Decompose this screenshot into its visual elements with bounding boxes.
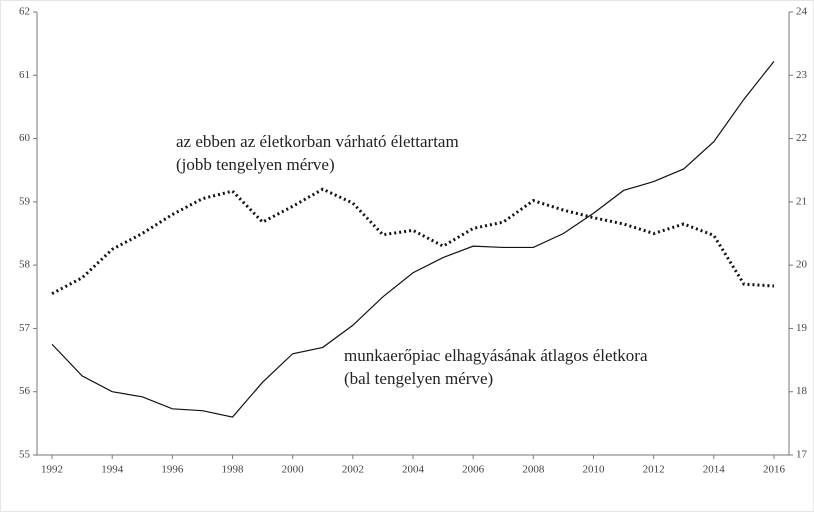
x-tick-label: 2014 bbox=[703, 464, 726, 476]
x-tick-label: 2002 bbox=[342, 464, 364, 476]
y2-tick-label: 18 bbox=[796, 385, 808, 397]
y-tick-label: 56 bbox=[19, 385, 31, 397]
y-tick-label: 57 bbox=[19, 322, 31, 334]
x-tick-label: 2010 bbox=[582, 464, 605, 476]
x-tick-label: 2000 bbox=[282, 464, 305, 476]
annotation: munkaerőpiac elhagyásának átlagos életko… bbox=[344, 346, 648, 365]
y2-tick-label: 23 bbox=[796, 69, 808, 81]
y-tick-label: 59 bbox=[19, 195, 31, 207]
y2-tick-label: 24 bbox=[796, 6, 808, 18]
y-tick-label: 58 bbox=[19, 259, 31, 271]
annotation: (bal tengelyen mérve) bbox=[344, 369, 493, 388]
y2-tick-label: 21 bbox=[796, 195, 807, 207]
x-tick-label: 1998 bbox=[222, 464, 245, 476]
x-tick-label: 1996 bbox=[161, 464, 184, 476]
series-line bbox=[51, 187, 775, 295]
y2-tick-label: 19 bbox=[796, 322, 808, 334]
annotation: az ebben az életkorban várható élettarta… bbox=[176, 132, 459, 151]
x-tick-label: 1992 bbox=[41, 464, 63, 476]
y-tick-label: 61 bbox=[19, 69, 30, 81]
x-tick-label: 2006 bbox=[462, 464, 485, 476]
x-tick-label: 2016 bbox=[763, 464, 786, 476]
x-tick-label: 2008 bbox=[522, 464, 545, 476]
series-line bbox=[51, 60, 775, 418]
y-tick-label: 60 bbox=[19, 132, 31, 144]
annotation: (jobb tengelyen mérve) bbox=[176, 155, 335, 174]
y-tick-label: 55 bbox=[19, 449, 31, 461]
y-tick-label: 62 bbox=[19, 6, 30, 18]
y2-tick-label: 22 bbox=[796, 132, 807, 144]
y2-tick-label: 20 bbox=[796, 259, 808, 271]
y2-tick-label: 17 bbox=[796, 449, 808, 461]
x-tick-label: 1994 bbox=[101, 464, 124, 476]
x-tick-label: 2012 bbox=[643, 464, 665, 476]
x-tick-label: 2004 bbox=[402, 464, 425, 476]
